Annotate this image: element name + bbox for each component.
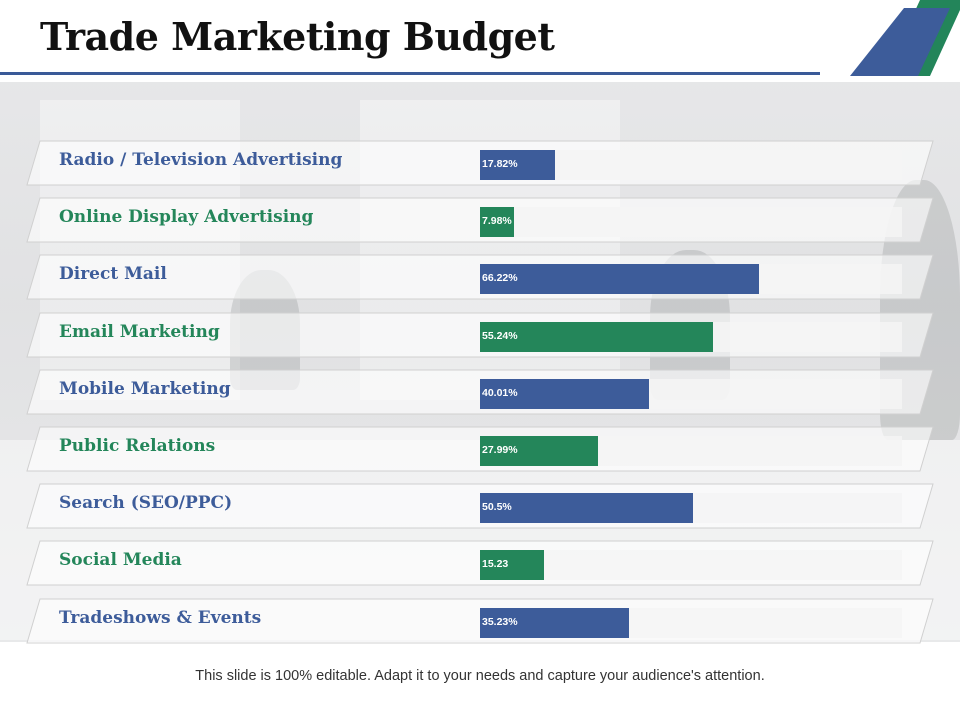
bar (480, 321, 714, 352)
bar-value-label: 40.01% (482, 386, 518, 399)
corner-decoration (850, 0, 960, 76)
bar-value-label: 17.82% (482, 158, 518, 170)
chart-row: Tradeshows & Events 35.23% (0, 598, 960, 646)
chart-row: Search (SEO/PPC) 50.5% (0, 483, 960, 531)
bar (480, 493, 694, 524)
category-label: Online Display Advertising (59, 207, 314, 228)
bar (480, 264, 760, 295)
chart-row: Direct Mail 66.22% (0, 254, 960, 302)
bar (480, 607, 629, 638)
bar (480, 150, 556, 180)
chart-row: Mobile Marketing 40.01% (0, 369, 960, 417)
slide-title: Trade Marketing Budget (40, 14, 555, 59)
category-label: Radio / Television Advertising (59, 150, 343, 170)
bar (480, 550, 545, 581)
bar (480, 207, 514, 238)
bar-value-label: 35.23% (482, 615, 518, 628)
bar-track (480, 207, 902, 238)
bar-value-label: 27.99% (482, 444, 518, 456)
slide-footer: This slide is 100% editable. Adapt it to… (195, 668, 765, 684)
bar (480, 378, 649, 409)
category-label: Tradeshows & Events (59, 607, 262, 628)
slide-header: Trade Marketing Budget (0, 0, 960, 78)
chart-row: Online Display Advertising 7.98% (0, 197, 960, 245)
category-label: Social Media (59, 550, 182, 571)
bar-track (480, 550, 902, 581)
category-label: Email Marketing (59, 321, 220, 342)
category-label: Direct Mail (59, 264, 167, 285)
bar-value-label: 15.23 (482, 558, 509, 571)
bar-value-label: 55.24% (482, 329, 518, 342)
category-label: Mobile Marketing (59, 378, 231, 399)
chart-row: Social Media 15.23 (0, 540, 960, 588)
chart-row: Public Relations 27.99% (0, 426, 960, 474)
bar-value-label: 50.5% (482, 501, 512, 514)
chart-row: Email Marketing 55.24% (0, 312, 960, 360)
bar (480, 436, 599, 466)
title-underline (0, 72, 820, 75)
chart-row: Radio / Television Advertising 17.82% (0, 140, 960, 188)
category-label: Search (SEO/PPC) (59, 493, 233, 514)
corner-blue-stripe (850, 8, 950, 76)
bar-value-label: 66.22% (482, 272, 518, 285)
category-label: Public Relations (59, 436, 216, 456)
bar-value-label: 7.98% (482, 215, 512, 228)
